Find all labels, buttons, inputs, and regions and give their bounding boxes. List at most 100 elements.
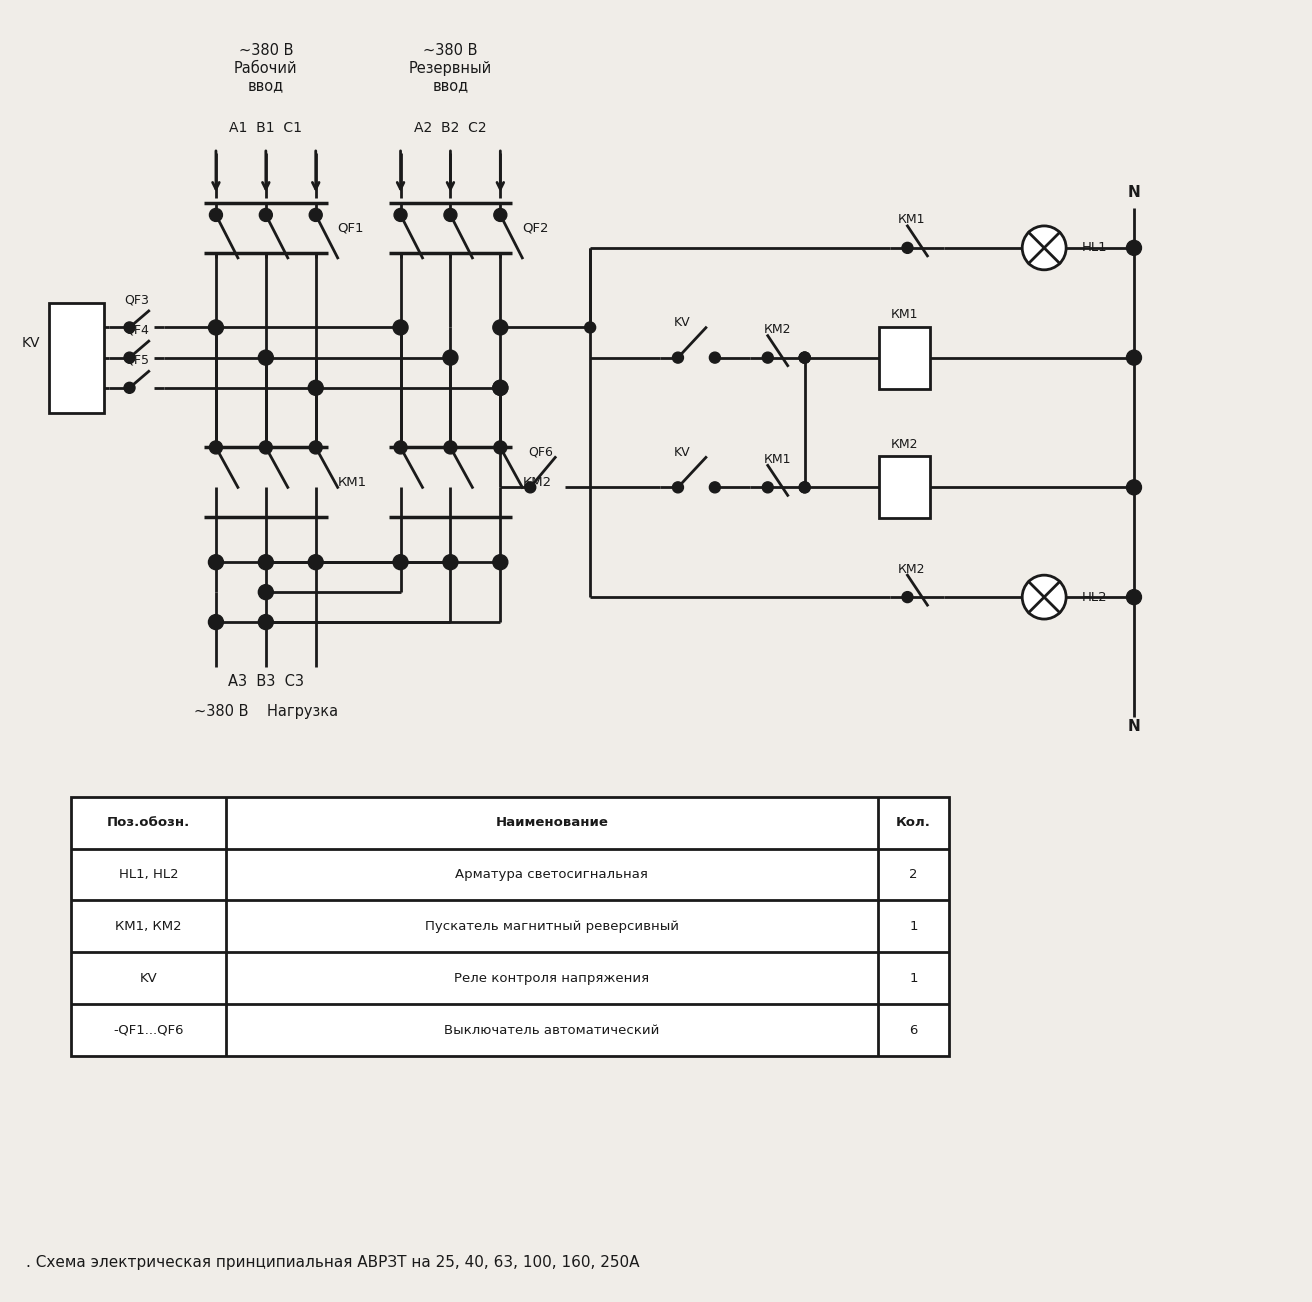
Circle shape <box>443 441 457 454</box>
Bar <box>71 797 950 1056</box>
Circle shape <box>762 352 773 363</box>
Text: QF1: QF1 <box>337 221 365 234</box>
Circle shape <box>308 555 323 570</box>
Text: КМ2: КМ2 <box>891 437 918 450</box>
Circle shape <box>493 555 508 570</box>
Text: ~380 В
Рабочий
ввод: ~380 В Рабочий ввод <box>234 43 298 94</box>
Circle shape <box>901 591 913 603</box>
Text: Арматура светосигнальная: Арматура светосигнальная <box>455 868 648 881</box>
Circle shape <box>310 208 323 221</box>
Circle shape <box>308 380 323 396</box>
Text: Выключатель автоматический: Выключатель автоматический <box>443 1023 660 1036</box>
Circle shape <box>260 441 273 454</box>
Circle shape <box>799 482 811 493</box>
Text: КМ1: КМ1 <box>899 214 926 227</box>
Circle shape <box>394 441 407 454</box>
Circle shape <box>258 585 273 600</box>
Circle shape <box>125 383 135 393</box>
Text: . Схема электрическая принципиальная АВРЗТ на 25, 40, 63, 100, 160, 250А: . Схема электрическая принципиальная АВР… <box>26 1255 640 1271</box>
Circle shape <box>394 555 408 570</box>
Text: A
B
C: A B C <box>72 336 81 379</box>
Circle shape <box>710 352 720 363</box>
Circle shape <box>258 555 273 570</box>
Text: КМ1: КМ1 <box>337 475 367 488</box>
Circle shape <box>443 208 457 221</box>
Circle shape <box>799 352 811 363</box>
Circle shape <box>443 555 458 570</box>
Circle shape <box>258 615 273 630</box>
Bar <box>879 327 930 388</box>
Circle shape <box>799 352 811 363</box>
Circle shape <box>525 482 535 493</box>
Text: Наименование: Наименование <box>496 816 609 829</box>
Circle shape <box>673 482 684 493</box>
Text: А1  В1  С1: А1 В1 С1 <box>230 121 302 135</box>
Text: А3  В3  С3: А3 В3 С3 <box>228 674 304 690</box>
Circle shape <box>310 441 323 454</box>
Circle shape <box>209 320 223 335</box>
Text: QF6: QF6 <box>529 445 554 458</box>
Text: КМ2: КМ2 <box>764 323 791 336</box>
Bar <box>49 303 104 413</box>
Text: КМ2: КМ2 <box>899 562 926 575</box>
Circle shape <box>209 615 223 630</box>
Text: КМ1, КМ2: КМ1, КМ2 <box>115 921 182 934</box>
Text: КМ1: КМ1 <box>891 309 918 322</box>
Circle shape <box>901 242 913 254</box>
Circle shape <box>210 208 223 221</box>
Text: KV: KV <box>673 445 690 458</box>
Text: ~380 В    Нагрузка: ~380 В Нагрузка <box>194 704 338 720</box>
Circle shape <box>1127 350 1141 365</box>
Text: 2: 2 <box>909 868 917 881</box>
Circle shape <box>799 482 811 493</box>
Circle shape <box>493 320 508 335</box>
Circle shape <box>493 380 508 396</box>
Text: HL1: HL1 <box>1082 241 1107 254</box>
Text: QF4: QF4 <box>125 323 150 336</box>
Bar <box>879 457 930 518</box>
Circle shape <box>762 482 773 493</box>
Text: KV: KV <box>673 316 690 329</box>
Circle shape <box>1022 575 1067 618</box>
Circle shape <box>125 352 135 363</box>
Circle shape <box>1127 480 1141 495</box>
Text: QF5: QF5 <box>125 353 150 366</box>
Text: QF3: QF3 <box>125 293 150 306</box>
Circle shape <box>585 322 596 333</box>
Circle shape <box>394 320 408 335</box>
Text: Кол.: Кол. <box>896 816 932 829</box>
Text: -QF1...QF6: -QF1...QF6 <box>113 1023 184 1036</box>
Text: 6: 6 <box>909 1023 917 1036</box>
Circle shape <box>209 555 223 570</box>
Text: HL1, HL2: HL1, HL2 <box>119 868 178 881</box>
Text: Поз.обозн.: Поз.обозн. <box>108 816 190 829</box>
Text: Реле контроля напряжения: Реле контроля напряжения <box>454 971 649 984</box>
Text: 1: 1 <box>909 971 917 984</box>
Text: А2  В2  С2: А2 В2 С2 <box>415 121 487 135</box>
Text: ~380 В
Резервный
ввод: ~380 В Резервный ввод <box>409 43 492 94</box>
Circle shape <box>260 208 273 221</box>
Text: КМ1: КМ1 <box>764 453 791 466</box>
Text: 1: 1 <box>909 921 917 934</box>
Circle shape <box>258 350 273 365</box>
Circle shape <box>394 208 407 221</box>
Text: HL2: HL2 <box>1082 591 1107 604</box>
Text: Пускатель магнитный реверсивный: Пускатель магнитный реверсивный <box>425 921 678 934</box>
Circle shape <box>799 352 811 363</box>
Circle shape <box>210 441 223 454</box>
Circle shape <box>493 380 508 396</box>
Circle shape <box>125 322 135 333</box>
Text: KV: KV <box>139 971 157 984</box>
Text: N: N <box>1127 719 1140 734</box>
Text: QF2: QF2 <box>522 221 548 234</box>
Circle shape <box>443 350 458 365</box>
Text: КМ2: КМ2 <box>522 475 551 488</box>
Circle shape <box>1127 241 1141 255</box>
Text: N: N <box>1127 185 1140 201</box>
Text: KV: KV <box>22 336 41 350</box>
Circle shape <box>493 208 506 221</box>
Circle shape <box>1022 227 1067 270</box>
Circle shape <box>493 441 506 454</box>
Circle shape <box>1127 590 1141 604</box>
Circle shape <box>673 352 684 363</box>
